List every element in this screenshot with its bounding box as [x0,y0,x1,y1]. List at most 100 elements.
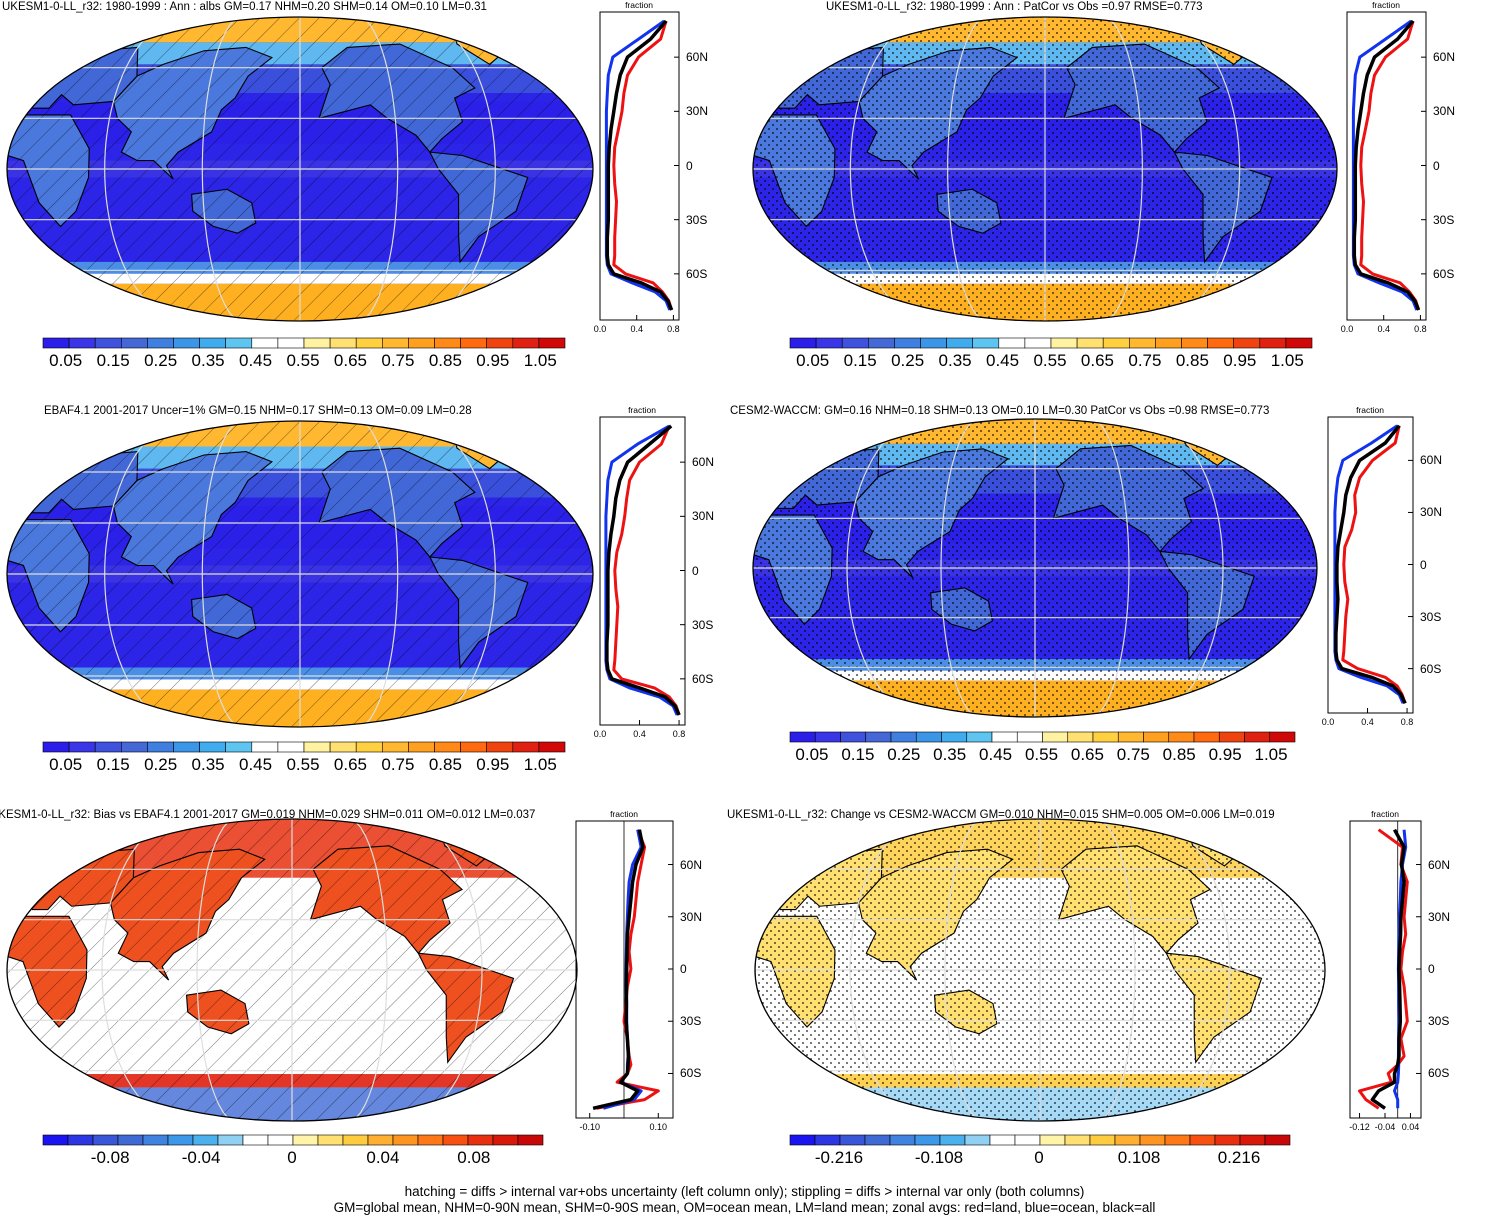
meridian-line [1095,419,1130,717]
colorbar-swatch [840,731,867,743]
colorbar-swatch [1269,731,1296,743]
meridian-line [196,819,232,1121]
colorbar-tick-label: 0.45 [985,351,1020,370]
colorbar-tick-label: 0.35 [933,745,967,764]
lat-tick-label: 60N [1433,50,1456,65]
x-tick-label: -0.04 [1374,1122,1396,1132]
colorbar-tick-label: 0.65 [1080,351,1114,370]
x-tick-label: 0.0 [593,729,607,739]
meridian-line [849,17,921,321]
world-map [752,16,1338,322]
colorbar-tick-label: 0.85 [1162,745,1196,764]
meridian-line [1161,819,1231,1121]
colorbar-tick-label: 0.75 [381,755,415,774]
zonal-mean-plot [1349,820,1422,1119]
colorbar-tick-label: 0.25 [144,351,178,370]
lat-tick-label: 30S [1420,609,1442,624]
footer-line-1: hatching = diffs > internal var+obs unce… [404,1184,1085,1199]
x-tick-label: 0.8 [667,324,680,334]
lat-tick-label: 30N [1428,909,1451,924]
x-tick-label: 0.8 [1414,324,1427,334]
colorbar-swatch [267,1134,294,1146]
lat-tick-label: 0 [692,563,699,578]
colorbar-swatch [789,731,816,743]
colorbar-tick-label: 0.25 [891,351,925,370]
colorbar-swatch [367,1134,394,1146]
meridian-line [947,17,983,321]
colorbar-tick-label: 0.65 [1070,745,1104,764]
colorbar-tick-label: 0.35 [191,755,225,774]
meridian-line [1107,17,1143,321]
colorbar-swatch [173,741,200,753]
zonal-frame [575,820,674,1119]
colorbar-tick-label: 0.55 [286,755,320,774]
colorbar-tick-label: 0.95 [1208,745,1242,764]
meridian-line [1100,819,1136,1121]
x-tick-label: 0.10 [649,1122,668,1132]
colorbar-tick-label: 0.65 [333,755,367,774]
colorbar-swatch [42,741,70,753]
colorbar-swatch [1089,1134,1116,1146]
x-tick-label: -0.12 [1349,1122,1370,1132]
colorbar [789,1134,1291,1146]
zonal-title: fraction [625,0,653,10]
map-border [6,818,578,1122]
colorbar-swatch [292,1134,319,1146]
colorbar-swatch [192,1134,219,1146]
meridian-line [201,421,238,727]
x-tick-label: 0.0 [1340,324,1354,334]
colorbar-tick-label: -0.08 [90,1148,130,1167]
x-tick-label: 0.0 [1321,717,1335,727]
footer-line-2: GM=global mean, NHM=0-90N mean, SHM=0-90… [333,1200,1156,1215]
colorbar-swatch [1259,337,1287,349]
zonal-series-all [605,424,681,716]
colorbar-swatch [868,337,895,349]
colorbar-swatch [355,741,383,753]
colorbar-swatch [1139,1134,1166,1146]
x-tick-label: 0.04 [1401,1122,1420,1132]
colorbar-swatch [865,731,892,743]
colorbar-swatch [434,741,461,753]
meridian-line [944,819,980,1121]
meridian-line [425,421,496,727]
zonal-series-all [592,829,645,1111]
x-tick-label: 0.4 [630,324,643,334]
map-border [6,420,594,728]
lat-tick-label: 60S [1428,1066,1450,1081]
zonal-series-land [612,425,681,716]
colorbar-swatch [467,1134,494,1146]
meridian-line [362,17,399,321]
lat-tick-label: 30S [680,1014,702,1029]
colorbar-swatch [1014,1134,1041,1146]
colorbar-tick-label: 0.15 [841,745,875,764]
colorbar-tick-label: 0.08 [457,1148,491,1167]
panel-title: UKESM1-0-LL_r32: Change vs CESM2-WACCM G… [727,809,1275,821]
x-tick-label: 0.8 [1400,717,1414,727]
colorbar-tick-label: 0 [1034,1148,1044,1167]
map-border [6,16,594,322]
colorbar-swatch [303,741,331,753]
colorbar-swatch [342,1134,369,1146]
colorbar-tick-label: 0.25 [144,755,178,774]
colorbar-swatch [989,1134,1016,1146]
colorbar-tick-label: 0.85 [428,351,462,370]
lat-tick-label: 30S [1428,1014,1450,1029]
colorbar-swatch [486,741,514,753]
world-map [754,818,1326,1122]
zonal-title: fraction [1371,809,1399,819]
colorbar-swatch [317,1134,344,1146]
zonal-series-land [1358,828,1409,1110]
lat-tick-label: 60S [1420,661,1442,676]
zonal-series-all [605,19,674,311]
colorbar-swatch [1102,337,1130,349]
colorbar [789,731,1296,743]
lat-tick-label: 60S [680,1066,702,1081]
zonal-series-ocean [1351,19,1419,311]
colorbar-tick-label: 0.04 [366,1148,400,1167]
colorbar-swatch [329,337,357,349]
zonal-series-ocean [604,424,679,716]
colorbar-swatch [242,1134,269,1146]
panel-title: EBAF4.1 2001-2017 Uncer=1% GM=0.15 NHM=0… [44,405,472,417]
lat-tick-label: 0 [680,962,687,976]
colorbar-swatch [1239,1134,1266,1146]
